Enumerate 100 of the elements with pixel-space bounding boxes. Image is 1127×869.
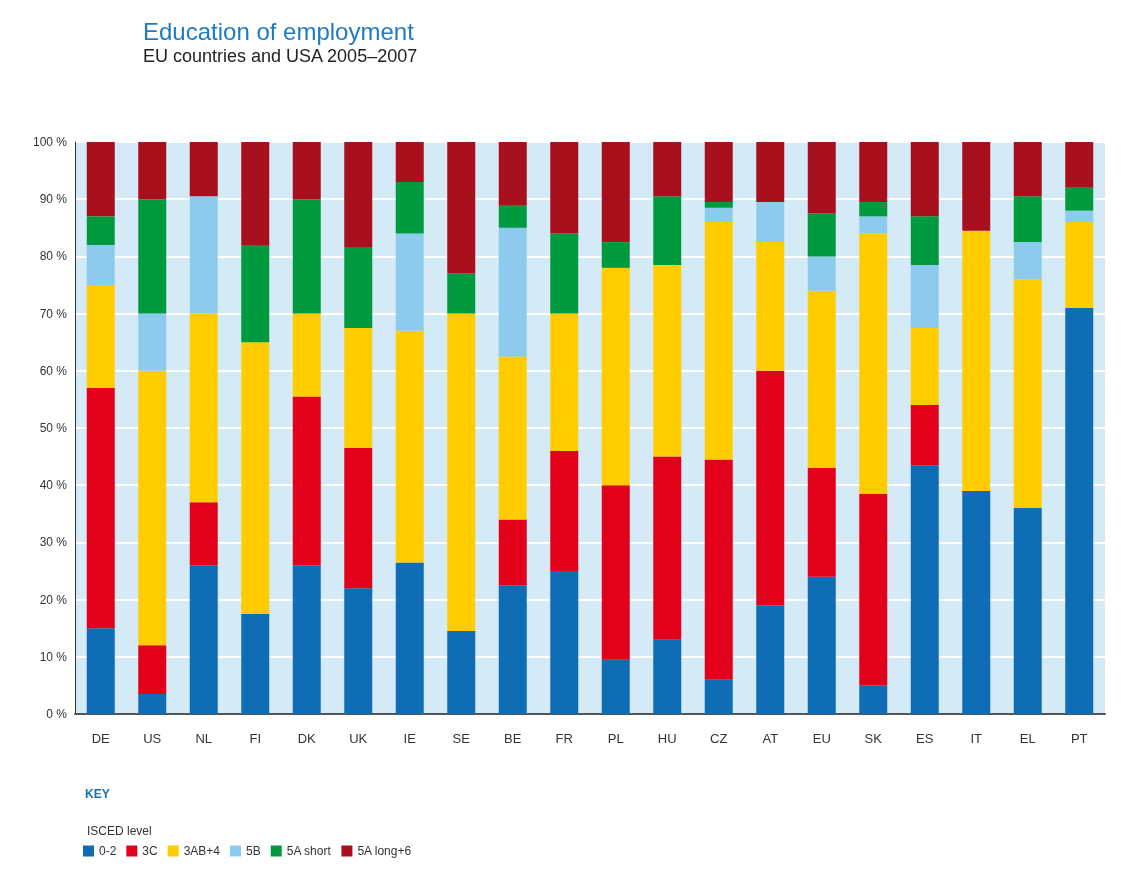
bar bbox=[859, 493, 888, 686]
bar bbox=[292, 142, 321, 200]
x-tick-label: HU bbox=[657, 731, 677, 746]
bar bbox=[1013, 196, 1042, 243]
bar bbox=[138, 313, 167, 371]
bar bbox=[241, 613, 270, 714]
bar bbox=[344, 247, 373, 328]
bar bbox=[807, 290, 836, 469]
bar bbox=[653, 639, 682, 714]
bar bbox=[653, 142, 682, 197]
bar bbox=[910, 264, 939, 328]
x-tick-label: BE bbox=[504, 731, 522, 746]
bar bbox=[86, 216, 115, 245]
bar bbox=[395, 142, 424, 183]
bar bbox=[807, 576, 836, 714]
bar bbox=[86, 628, 115, 714]
bar bbox=[498, 585, 527, 714]
bar bbox=[807, 468, 836, 577]
y-tick-label: 60 % bbox=[39, 363, 68, 378]
bar bbox=[292, 199, 321, 314]
bar bbox=[704, 222, 733, 460]
bar bbox=[498, 204, 527, 228]
y-tick-label: 70 % bbox=[39, 306, 68, 321]
bar bbox=[704, 679, 733, 714]
bar bbox=[86, 142, 115, 217]
bar bbox=[1065, 222, 1094, 308]
x-tick-label: AT bbox=[762, 731, 779, 746]
bar bbox=[807, 213, 836, 257]
x-tick-label: EL bbox=[1019, 731, 1036, 746]
bar bbox=[395, 182, 424, 234]
x-tick-label: PT bbox=[1070, 731, 1088, 746]
bar bbox=[807, 256, 836, 291]
bar bbox=[498, 356, 527, 520]
bar bbox=[241, 142, 270, 245]
bar bbox=[395, 233, 424, 331]
bar bbox=[1065, 142, 1094, 188]
y-tick-label: 20 % bbox=[39, 592, 68, 607]
legend-title: ISCED level bbox=[87, 824, 152, 838]
x-tick-label: SK bbox=[864, 731, 883, 746]
bar bbox=[447, 142, 476, 274]
bar bbox=[859, 233, 888, 494]
x-tick-label: IE bbox=[403, 731, 417, 746]
x-tick-label: DE bbox=[91, 731, 111, 746]
legend-label: 3C bbox=[142, 844, 159, 858]
legend-label: 5B bbox=[246, 844, 261, 858]
x-tick-label: NL bbox=[195, 731, 213, 746]
bar bbox=[550, 571, 579, 714]
bar bbox=[601, 267, 630, 486]
bar bbox=[498, 227, 527, 357]
y-tick-label: 80 % bbox=[39, 249, 68, 264]
bar bbox=[756, 370, 785, 606]
bar bbox=[344, 588, 373, 714]
bar bbox=[859, 216, 888, 234]
bar bbox=[1065, 210, 1094, 223]
bar bbox=[189, 196, 218, 314]
bar bbox=[910, 142, 939, 217]
bar bbox=[447, 273, 476, 314]
chart-subtitle: EU countries and USA 2005–2007 bbox=[143, 46, 418, 66]
bar bbox=[910, 216, 939, 265]
bar bbox=[292, 396, 321, 566]
bar bbox=[498, 519, 527, 586]
bar bbox=[395, 330, 424, 563]
bar bbox=[704, 202, 733, 208]
x-tick-label: EU bbox=[812, 731, 831, 746]
bar bbox=[859, 685, 888, 714]
bar bbox=[962, 490, 991, 714]
bar bbox=[189, 565, 218, 714]
bar bbox=[910, 465, 939, 714]
bar bbox=[1013, 242, 1042, 280]
bar bbox=[550, 450, 579, 571]
bar bbox=[601, 142, 630, 243]
bar bbox=[189, 142, 218, 197]
bar bbox=[653, 196, 682, 265]
bar bbox=[550, 142, 579, 234]
bar bbox=[962, 230, 991, 491]
bar bbox=[138, 370, 167, 646]
bar bbox=[447, 313, 476, 632]
bar bbox=[756, 142, 785, 203]
bar bbox=[1065, 187, 1094, 211]
bar bbox=[910, 405, 939, 466]
bar bbox=[344, 448, 373, 589]
bar bbox=[292, 565, 321, 714]
x-tick-label: DK bbox=[297, 731, 317, 746]
y-tick-label: 10 % bbox=[39, 649, 68, 664]
x-tick-label: PL bbox=[607, 731, 624, 746]
bar bbox=[704, 459, 733, 680]
bar bbox=[756, 242, 785, 371]
bar bbox=[189, 502, 218, 566]
legend-label: 5A long+6 bbox=[357, 844, 412, 858]
bar bbox=[859, 202, 888, 217]
bar bbox=[550, 233, 579, 314]
bar bbox=[395, 562, 424, 714]
bar bbox=[138, 693, 167, 714]
legend-label: 3AB+4 bbox=[183, 844, 221, 858]
bar bbox=[1013, 142, 1042, 197]
bar bbox=[1065, 307, 1094, 714]
bar bbox=[601, 485, 630, 660]
y-tick-label: 40 % bbox=[39, 478, 68, 493]
bar bbox=[550, 313, 579, 451]
bar bbox=[498, 142, 527, 205]
